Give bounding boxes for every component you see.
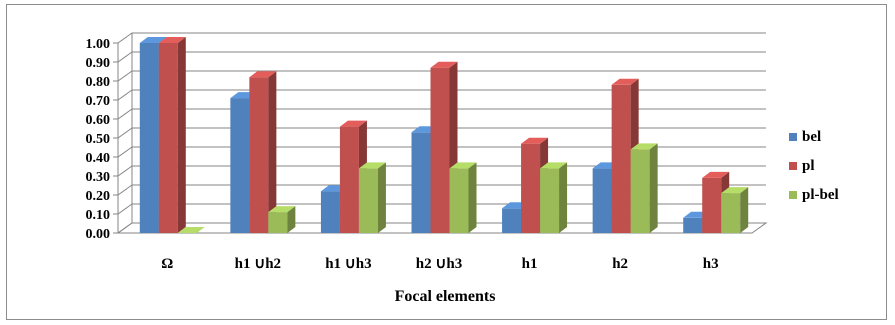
x-tick-label: h2 ∪h3 (416, 256, 462, 272)
bar-front (139, 43, 159, 233)
y-tick-label: 0.90 (86, 56, 111, 71)
bar-pl-bel-1 (268, 206, 296, 233)
legend-label-pl-bel: pl-bel (802, 187, 839, 203)
legend-label-pl: pl (802, 158, 815, 174)
bar-pl-bel-0 (177, 227, 205, 233)
bar-front (449, 168, 469, 233)
gridline (117, 108, 766, 120)
bar-pl-bel-6 (721, 187, 749, 233)
bar-front (411, 132, 431, 233)
bar-pl-bel-3 (449, 162, 477, 233)
bar-front (249, 77, 269, 233)
bar-front (630, 149, 650, 233)
bar-top (177, 227, 205, 233)
bar-front (611, 84, 631, 233)
bar-front (502, 208, 522, 233)
bar-top (721, 187, 749, 194)
bar-side (649, 143, 658, 233)
bars-layer (139, 37, 749, 234)
bar-top (249, 71, 277, 78)
legend-label-bel: bel (802, 129, 821, 145)
bar-front (158, 43, 178, 233)
bar-top (540, 162, 568, 169)
x-tick-label: Ω (161, 256, 173, 272)
bar-side (377, 162, 386, 233)
labels-layer: 0.00 0.10 0.20 0.30 0.40 0.50 0.60 0.70 0.80 0.90… (86, 37, 719, 272)
bar-front (358, 168, 378, 233)
y-tick-label: 0.60 (86, 113, 111, 128)
bar-front (683, 217, 703, 233)
bar-side (559, 162, 568, 233)
x-tick-label: h1 ∪h2 (235, 256, 281, 272)
bar-top (630, 143, 658, 150)
bar-top (702, 171, 730, 178)
bar-front (721, 193, 741, 233)
bar-top (268, 206, 296, 213)
bar-top (611, 78, 639, 85)
gridline (117, 89, 766, 101)
y-tick-label: 0.40 (86, 151, 111, 166)
bar-side (177, 37, 186, 233)
legend-swatch-pl-bel (789, 191, 797, 199)
bar-top (430, 61, 458, 68)
x-tick-label: h2 (612, 256, 628, 272)
x-tick-label: h1 (522, 256, 538, 272)
bar-top (139, 37, 167, 43)
y-tick-label: 1.00 (86, 37, 111, 52)
x-tick-label: h3 (703, 256, 719, 272)
bar-front (540, 168, 560, 233)
gridline (117, 146, 766, 158)
y-tick-label: 0.00 (86, 227, 111, 242)
bar-front (430, 67, 450, 233)
bar-side (740, 187, 749, 233)
bar-front (268, 212, 288, 233)
x-tick-label: h1 ∪h3 (325, 256, 371, 272)
gridline (117, 51, 766, 63)
y-tick-label: 0.50 (86, 132, 111, 147)
bar-side (287, 206, 296, 233)
y-tick-label: 0.70 (86, 94, 111, 109)
x-axis-label: Focal elements (395, 288, 496, 305)
legend-swatch-pl (789, 162, 797, 170)
y-tick-label: 0.80 (86, 75, 111, 90)
bar-pl-1 (249, 71, 277, 233)
bar-pl-bel-5 (630, 143, 658, 233)
gridline (117, 70, 766, 82)
bar-top (158, 37, 186, 43)
bar-side (268, 71, 277, 233)
gridline (117, 32, 766, 44)
bar-pl-bel-2 (358, 162, 386, 233)
bar-front (230, 98, 250, 233)
bar-front (320, 191, 340, 233)
bar-front (592, 168, 612, 233)
bar-pl-3 (430, 61, 458, 234)
y-tick-label: 0.10 (86, 208, 111, 223)
bar-side (468, 162, 477, 233)
y-tick-label: 0.20 (86, 189, 111, 204)
y-tick-label: 0.30 (86, 170, 111, 185)
bar-top (339, 120, 367, 127)
legend-swatch-bel (789, 133, 797, 141)
bar-pl-0 (158, 37, 186, 233)
bar-pl-bel-4 (540, 162, 568, 233)
bar-front (521, 143, 541, 233)
bar-top (449, 162, 477, 169)
bar-front (702, 177, 722, 233)
legend: bel pl pl-bel (789, 129, 839, 203)
gridline (117, 127, 766, 139)
bar-top (358, 162, 386, 169)
bar-top (521, 137, 549, 144)
bar-front (339, 126, 359, 233)
